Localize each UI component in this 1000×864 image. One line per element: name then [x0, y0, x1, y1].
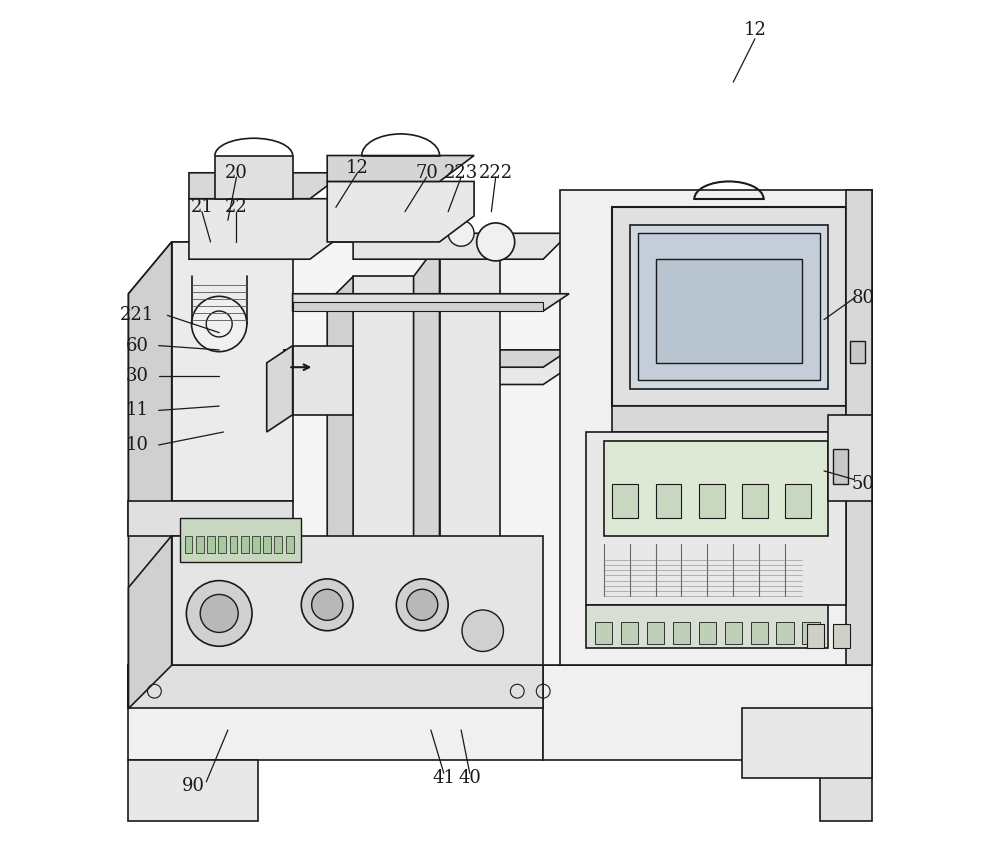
Polygon shape [128, 501, 293, 536]
Text: 41: 41 [432, 769, 455, 786]
Bar [230, 536, 237, 553]
Polygon shape [586, 605, 828, 648]
Polygon shape [128, 760, 258, 821]
Bar [595, 622, 612, 644]
Polygon shape [612, 207, 846, 406]
Polygon shape [353, 233, 569, 259]
Text: 70: 70 [415, 164, 438, 181]
Text: 10: 10 [126, 436, 149, 454]
Polygon shape [293, 346, 353, 415]
Polygon shape [820, 760, 872, 821]
Text: 60: 60 [126, 337, 149, 354]
Bar [252, 536, 260, 553]
Circle shape [186, 581, 252, 646]
Polygon shape [172, 536, 543, 665]
Bar [802, 622, 820, 644]
Polygon shape [128, 665, 543, 708]
Bar [699, 622, 716, 644]
Polygon shape [128, 665, 543, 760]
Bar [185, 536, 192, 553]
Text: 22: 22 [225, 199, 248, 216]
Polygon shape [828, 415, 872, 501]
Bar [196, 536, 204, 553]
Bar [612, 484, 638, 518]
Text: 12: 12 [346, 160, 369, 177]
Polygon shape [284, 350, 569, 367]
Polygon shape [293, 294, 569, 311]
Text: 11: 11 [126, 402, 149, 419]
Bar [785, 484, 811, 518]
Circle shape [407, 589, 438, 620]
Bar [656, 259, 802, 363]
Polygon shape [180, 518, 301, 562]
Bar [725, 622, 742, 644]
Bar [647, 622, 664, 644]
Polygon shape [630, 225, 828, 389]
Polygon shape [128, 242, 172, 708]
Bar [621, 622, 638, 644]
Circle shape [477, 223, 515, 261]
Text: 222: 222 [479, 164, 513, 181]
Polygon shape [353, 276, 414, 562]
Circle shape [192, 296, 247, 352]
Text: 20: 20 [225, 164, 248, 181]
Polygon shape [128, 536, 172, 708]
Bar [751, 622, 768, 644]
Polygon shape [440, 242, 500, 562]
Polygon shape [586, 432, 846, 605]
Polygon shape [604, 441, 828, 536]
Polygon shape [172, 242, 293, 501]
Polygon shape [414, 242, 440, 588]
Text: 221: 221 [120, 307, 154, 324]
Polygon shape [215, 156, 293, 199]
Circle shape [448, 220, 474, 246]
Polygon shape [560, 190, 872, 665]
Text: 80: 80 [851, 289, 874, 307]
Bar [286, 536, 294, 553]
Polygon shape [128, 242, 172, 536]
Text: 50: 50 [851, 475, 874, 492]
Bar [274, 536, 282, 553]
Polygon shape [189, 173, 344, 199]
Bar [833, 624, 850, 648]
Bar [699, 484, 725, 518]
Bar [850, 341, 865, 363]
Text: 40: 40 [458, 769, 481, 786]
Text: 223: 223 [444, 164, 478, 181]
Bar [742, 484, 768, 518]
Polygon shape [267, 346, 293, 432]
Bar [263, 536, 271, 553]
Polygon shape [327, 181, 474, 242]
Polygon shape [293, 302, 543, 311]
Bar [776, 622, 794, 644]
Text: 90: 90 [182, 778, 205, 795]
Bar [207, 536, 215, 553]
Polygon shape [543, 665, 872, 760]
Bar [673, 622, 690, 644]
Polygon shape [172, 242, 872, 665]
Polygon shape [327, 156, 474, 181]
Polygon shape [638, 233, 820, 380]
Bar [218, 536, 226, 553]
Circle shape [200, 594, 238, 632]
Circle shape [301, 579, 353, 631]
Polygon shape [742, 708, 872, 778]
Text: 30: 30 [126, 367, 149, 384]
Polygon shape [846, 190, 872, 665]
Circle shape [462, 610, 503, 651]
Text: 12: 12 [743, 22, 766, 39]
Polygon shape [284, 350, 569, 384]
Text: 21: 21 [190, 199, 213, 216]
Polygon shape [612, 406, 846, 432]
Bar [807, 624, 824, 648]
Circle shape [312, 589, 343, 620]
Polygon shape [189, 199, 344, 259]
Bar [241, 536, 249, 553]
Bar [656, 484, 681, 518]
Polygon shape [327, 276, 353, 588]
Circle shape [396, 579, 448, 631]
Bar [833, 449, 848, 484]
